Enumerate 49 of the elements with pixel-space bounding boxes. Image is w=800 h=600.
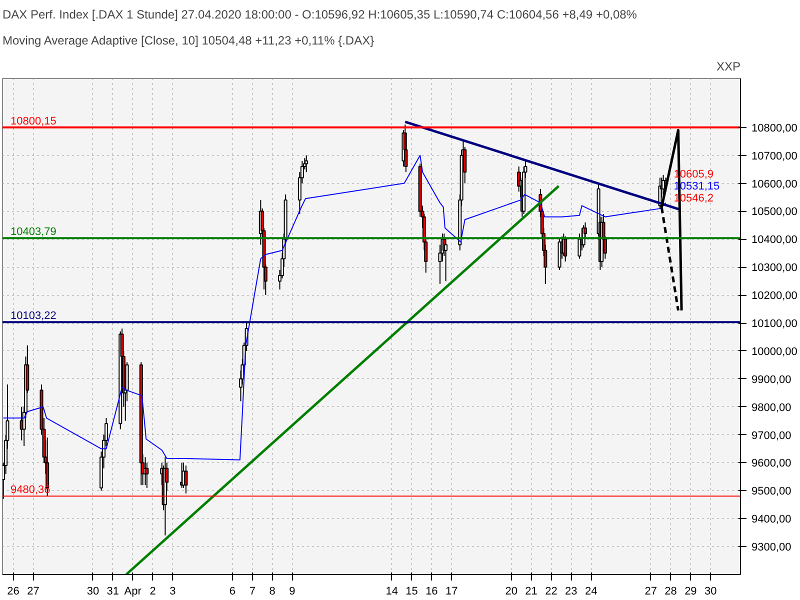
y-tick-label: 10700,00	[752, 150, 798, 162]
y-tick-label: 9300,00	[752, 542, 792, 554]
x-tick-label: 30	[704, 586, 717, 598]
y-tick-label: 10600,00	[752, 178, 798, 190]
y-tick-label: 10400,00	[752, 234, 798, 246]
x-tick-label: 7	[249, 586, 256, 598]
x-tick-label: 6	[229, 586, 236, 598]
y-tick-label: 9500,00	[752, 486, 792, 498]
y-tick-label: 9800,00	[752, 402, 792, 414]
x-tick-label: 17	[445, 586, 458, 598]
x-tick-label: 20	[505, 586, 518, 598]
y-tick-label: 10800,00	[752, 122, 798, 134]
chart-title: DAX Perf. Index [.DAX 1 Stunde] 27.04.2020 18:00:00 - O:10596,92 H:10605,35 L:10590,74 C:10604,56 +8,49 +0,08%	[2, 8, 638, 22]
y-tick-label: 9700,00	[752, 430, 792, 442]
candlestick	[184, 465, 188, 494]
ref-line-label: 10403,79	[10, 226, 56, 238]
x-tick-label: 14	[386, 586, 398, 598]
x-tick-label: 30	[86, 586, 100, 598]
y-tick-label: 9400,00	[752, 514, 792, 526]
x-tick-label: 29	[684, 586, 697, 598]
x-tick-label: 15	[406, 586, 418, 598]
x-tick-label: 31	[106, 586, 120, 598]
y-tick-label: 10500,00	[752, 206, 798, 218]
y-axis-title: XXP	[716, 60, 741, 74]
x-tick-label: 2	[150, 586, 156, 598]
x-tick-label: 8	[269, 586, 276, 598]
x-tick-label: 27	[27, 586, 40, 598]
y-tick-label: 10300,00	[752, 262, 798, 274]
x-tick-label: 3	[170, 586, 176, 598]
y-tick-label: 9900,00	[752, 374, 792, 386]
x-tick-label: Apr	[124, 586, 142, 598]
line-series	[2, 154, 666, 460]
y-tick-label: 10200,00	[752, 290, 798, 302]
chart-subtitle: Moving Average Adaptive [Close, 10] 10504,48 +11,23 +0,11% {.DAX}	[2, 34, 374, 48]
ref-line-label: 10103,22	[10, 310, 56, 322]
y-tick-label: 9600,00	[752, 458, 792, 470]
candlestick	[564, 236, 568, 262]
x-tick-label: 9	[289, 586, 296, 598]
ref-line-label: 10800,15	[10, 115, 56, 128]
x-tick-label: 16	[426, 586, 438, 598]
x-tick-label: 28	[664, 586, 677, 598]
x-tick-label: 24	[584, 586, 598, 598]
y-tick-label: 10000,00	[752, 346, 798, 358]
x-tick-label: 23	[565, 586, 578, 598]
x-tick-label: 26	[7, 586, 20, 598]
x-tick-label: 22	[545, 586, 558, 598]
y-tick-label: 10100,00	[752, 318, 798, 330]
x-tick-label: 21	[525, 586, 538, 598]
x-tick-label: 27	[644, 586, 657, 598]
